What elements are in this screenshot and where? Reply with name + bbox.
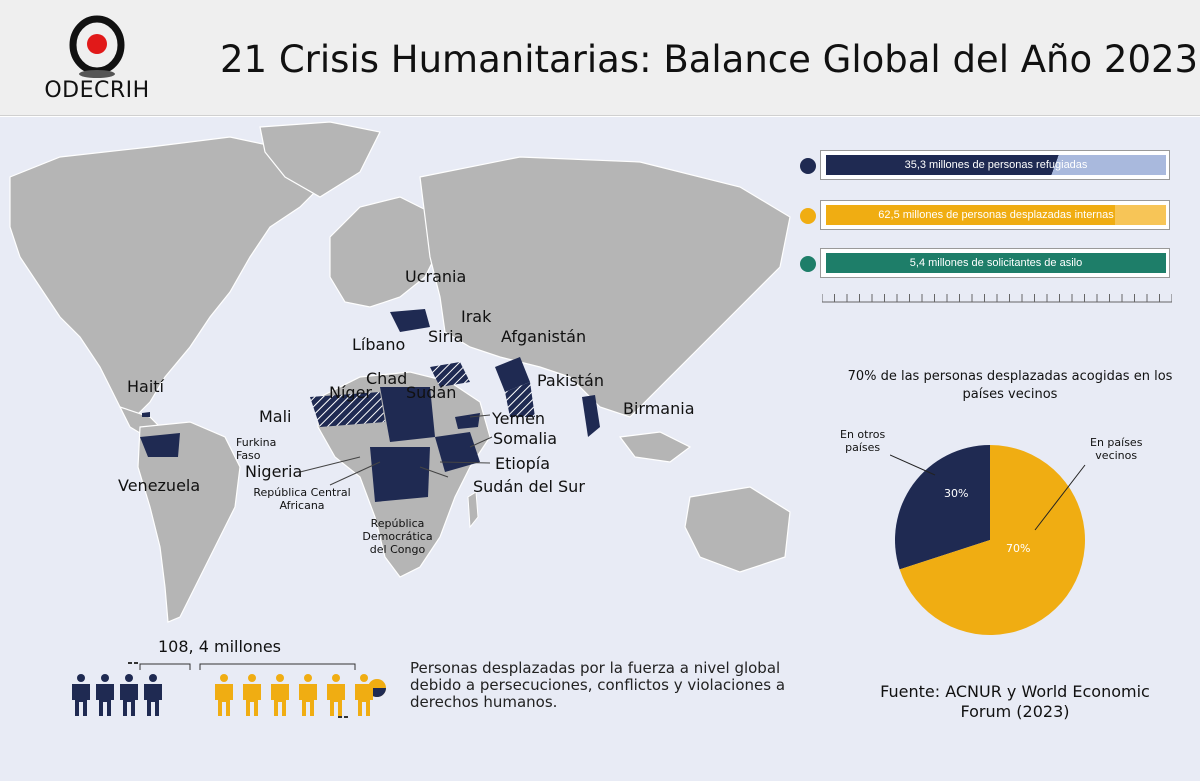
label-chad: Chad	[366, 369, 408, 388]
southeast-asia-islands	[618, 431, 692, 463]
leader-line-sudan-sur	[419, 466, 449, 478]
person-icon	[243, 674, 261, 716]
stat-row-refugiadas: 35,3 millones de personas refugiadas	[790, 150, 1175, 180]
mali-niger-shape	[310, 392, 385, 427]
greenland-landmass	[259, 121, 381, 198]
person-icon	[355, 674, 373, 716]
stat-bar-fill-desplazadas: 62,5 millones de personas desplazadas in…	[826, 205, 1166, 225]
label-etiopia: Etiopía	[495, 454, 551, 473]
label-yemen: Yemen	[492, 409, 546, 428]
stat-bar-box: 5,4 millones de solicitantes de asilo	[820, 248, 1170, 278]
rca-rdc-shape	[370, 447, 430, 502]
ucrania-shape	[390, 309, 430, 332]
haiti-shape	[142, 412, 150, 417]
person-icon	[327, 674, 345, 716]
label-siria: Siria	[428, 327, 464, 346]
pie-title: 70% de las personas desplazadas acogidas…	[847, 369, 1173, 402]
pie-leader-vecinos	[1034, 464, 1086, 531]
header: ODECRIH 21 Crisis Humanitarias: Balance …	[0, 0, 1200, 116]
label-libano: Líbano	[352, 335, 406, 354]
person-icon	[271, 674, 289, 716]
stat-row-desplazadas: 62,5 millones de personas desplazadas in…	[790, 200, 1175, 230]
person-icon	[96, 674, 114, 716]
people-icons	[70, 660, 410, 720]
label-venezuela: Venezuela	[118, 476, 201, 495]
label-sudan-sur: Sudán del Sur	[473, 477, 585, 496]
stat-bar-box: 62,5 millones de personas desplazadas in…	[820, 200, 1170, 230]
siria-irak-shape	[430, 362, 470, 387]
pakistan-shape	[505, 382, 535, 417]
people-total: 108, 4 millones	[158, 637, 282, 656]
label-birmania: Birmania	[623, 399, 695, 418]
stat-dot-asilo	[800, 256, 816, 272]
label-pakistan: Pakistán	[537, 371, 604, 390]
stat-dot-desplazadas	[800, 208, 816, 224]
label-afganistan: Afganistán	[501, 327, 587, 346]
chad-sudan-shape	[380, 387, 435, 442]
person-icon	[144, 674, 162, 716]
label-nigeria: Nigeria	[245, 462, 303, 481]
europe-landmass	[329, 196, 441, 308]
pie-label-vecinos: En países vecinos	[1090, 436, 1143, 462]
stat-bar-fill-refugiadas: 35,3 millones de personas refugiadas	[826, 155, 1166, 175]
person-icon	[299, 674, 317, 716]
pie-leader-otros	[889, 454, 936, 476]
leader-line-yemen	[469, 414, 491, 418]
label-rca: República Central Africana	[253, 486, 351, 512]
label-somalia: Somalia	[493, 429, 558, 448]
stat-bar-box: 35,3 millones de personas refugiadas	[820, 150, 1170, 180]
scale-ruler	[821, 290, 1173, 304]
label-sudan: Sudán	[406, 383, 457, 402]
label-mali: Mali	[259, 407, 292, 426]
person-icon	[215, 674, 233, 716]
south-america-landmass	[137, 421, 241, 623]
leader-line-somalia	[469, 436, 493, 448]
label-niger: Níger	[329, 383, 372, 402]
label-irak: Irak	[461, 307, 492, 326]
pie-slice-vecinos	[899, 445, 1085, 635]
birmania-shape	[582, 395, 600, 437]
person-icon	[72, 674, 90, 716]
label-furkina: Furkina Faso	[236, 436, 277, 462]
pie-slice-otros	[895, 445, 991, 570]
north-america-landmass	[9, 136, 331, 418]
source-text: Fuente: ACNUR y World Economic Forum (20…	[880, 682, 1150, 721]
page-title: 21 Crisis Humanitarias: Balance Global d…	[220, 38, 1199, 81]
people-description: Personas desplazadas por la fuerza a niv…	[410, 659, 786, 711]
world-map	[0, 117, 800, 637]
stat-bar-fill-asilo: 5,4 millones de solicitantes de asilo	[826, 253, 1166, 273]
venezuela-shape	[140, 433, 180, 457]
pie-pct-vecinos: 70%	[1006, 542, 1031, 555]
label-rdc: República Democrática del Congo	[362, 517, 433, 556]
pie-pct-otros: 30%	[944, 487, 969, 500]
odecrih-logo: ODECRIH	[42, 10, 152, 105]
pie-label-otros: En otros países	[840, 428, 886, 454]
stat-dot-refugiadas	[800, 158, 816, 174]
pie-chart	[889, 440, 1090, 640]
leader-line-nigeria	[299, 456, 361, 473]
label-ucrania: Ucrania	[405, 267, 467, 286]
label-haiti: Haití	[127, 377, 164, 396]
leader-line-rca	[329, 461, 381, 486]
madagascar-landmass	[467, 491, 479, 529]
logo-text: ODECRIH	[44, 78, 150, 103]
stat-row-asilo: 5,4 millones de solicitantes de asilo	[790, 248, 1175, 278]
person-icon	[120, 674, 138, 716]
australia-landmass	[684, 486, 791, 573]
asia-landmass	[419, 156, 791, 418]
afganistan-shape	[495, 357, 530, 392]
leader-line-etiopia	[439, 461, 491, 464]
